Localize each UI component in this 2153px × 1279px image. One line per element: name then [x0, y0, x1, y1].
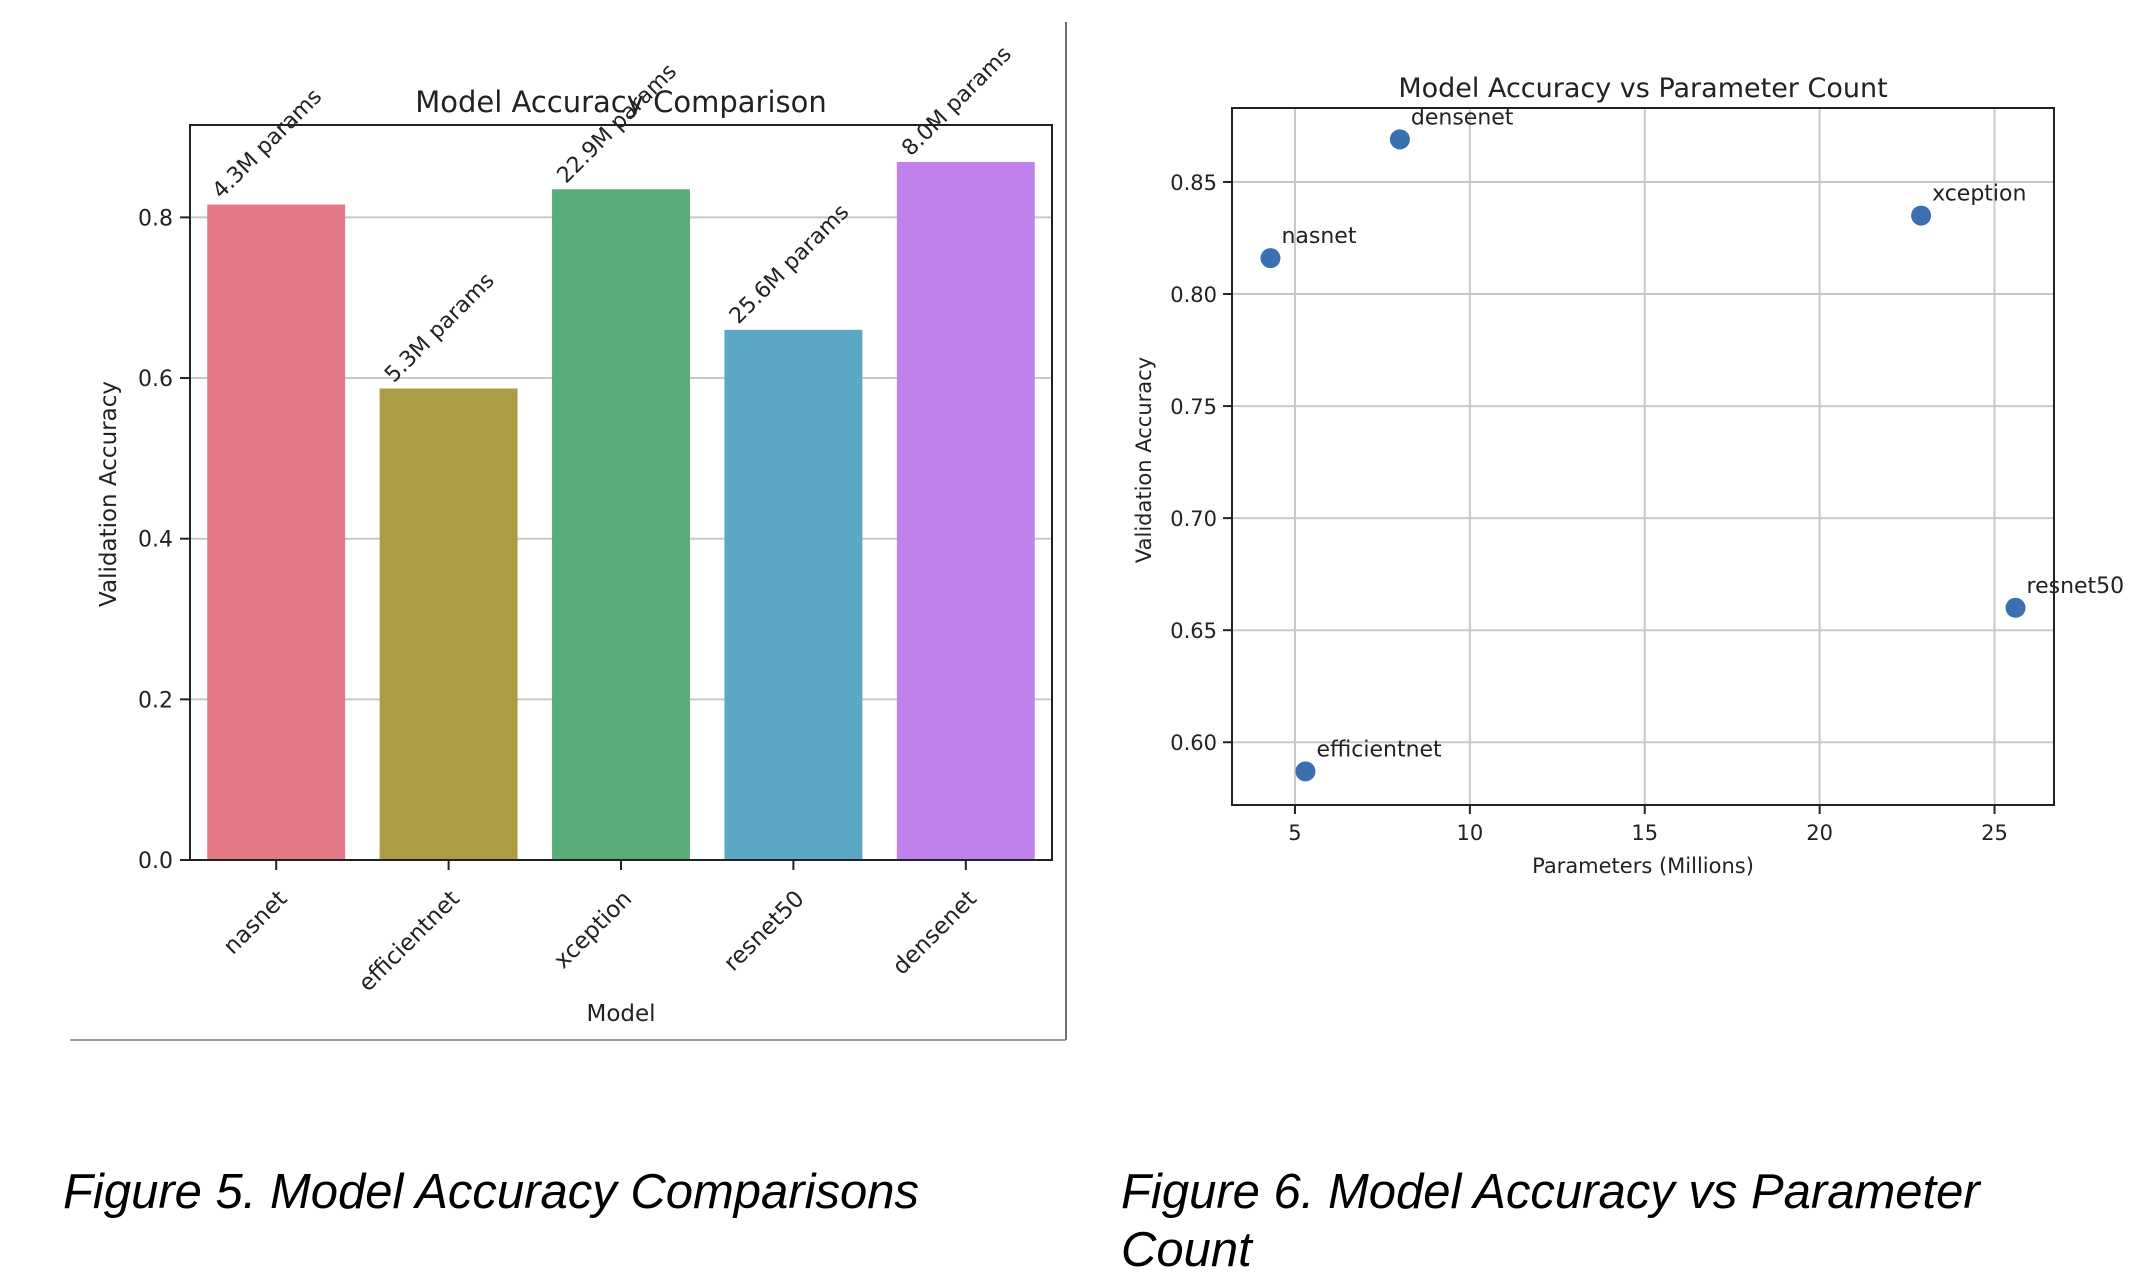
- bar-chart-title: Model Accuracy Comparison: [415, 85, 827, 119]
- bar-y-tick-label: 0.4: [138, 528, 173, 553]
- scatter-y-tick-label: 0.60: [1170, 731, 1217, 755]
- scatter-x-tick-label: 20: [1806, 821, 1833, 845]
- bar-xception: [552, 189, 690, 860]
- scatter-chart-figure-6: 0.60 0.65 0.70 0.75 0.80 0.85 5 10 15 20 25 nasne…: [1132, 73, 2125, 878]
- scatter-point-label-resnet50: resnet50: [2027, 574, 2125, 599]
- figure-5-caption: Figure 5. Model Accuracy Comparisons: [63, 1165, 920, 1219]
- scatter-point-nasnet: [1260, 248, 1281, 269]
- scatter-y-tick-label: 0.80: [1170, 283, 1217, 307]
- scatter-point-efficientnet: [1295, 761, 1316, 782]
- scatter-point-label-efficientnet: efficientnet: [1316, 737, 1442, 762]
- scatter-y-tick-label: 0.75: [1170, 395, 1217, 419]
- bar-y-tick-label: 0.6: [138, 367, 173, 392]
- scatter-chart-title: Model Accuracy vs Parameter Count: [1398, 73, 1887, 104]
- scatter-x-tick-label: 5: [1288, 821, 1301, 845]
- scatter-y-tick-label: 0.70: [1170, 507, 1217, 531]
- figure-6-caption: Figure 6. Model Accuracy vs Parameter Co…: [1121, 1165, 1980, 1277]
- bar-chart-y-axis-label: Validation Accuracy: [96, 381, 122, 607]
- bar-chart-figure-5: 0.00.20.40.60.8 nasnet efficientnet xcepti…: [70, 22, 1067, 1041]
- scatter-point-label-densenet: densenet: [1411, 105, 1514, 130]
- scatter-point-xception: [1911, 205, 1932, 226]
- scatter-point-label-xception: xception: [1932, 182, 2026, 207]
- scatter-chart-y-ticks: 0.60 0.65 0.70 0.75 0.80 0.85: [1170, 171, 1232, 755]
- scatter-point-densenet: [1389, 129, 1410, 150]
- scatter-x-tick-label: 25: [1981, 821, 2008, 845]
- bar-chart-bars: [207, 161, 1035, 861]
- scatter-chart-x-ticks: 5 10 15 20 25: [1288, 805, 2008, 845]
- scatter-chart-plot-frame: [1231, 107, 2055, 806]
- scatter-point-resnet50: [2005, 597, 2026, 618]
- scatter-chart-gridlines: [1232, 108, 2054, 805]
- bar-resnet50: [724, 329, 863, 860]
- bar-y-tick-label: 0.8: [138, 206, 173, 231]
- bar-efficientnet: [379, 388, 518, 860]
- bar-densenet: [896, 161, 1035, 861]
- scatter-y-tick-label: 0.85: [1170, 171, 1217, 195]
- scatter-x-tick-label: 10: [1456, 821, 1483, 845]
- scatter-chart-x-axis-label: Parameters (Millions): [1532, 854, 1754, 878]
- scatter-chart-y-axis-label: Validation Accuracy: [1132, 357, 1156, 563]
- bar-nasnet: [207, 204, 346, 860]
- bar-chart-y-ticks: 0.0 0.2 0.4 0.6 0.8: [138, 206, 190, 874]
- scatter-point-label-nasnet: nasnet: [1281, 224, 1356, 249]
- bar-y-tick-label: 0.0: [138, 849, 173, 874]
- bar-chart-x-axis-label: Model: [586, 1001, 655, 1027]
- scatter-chart-points: nasnet efficientnet xception resnet50 densen…: [1260, 105, 2125, 782]
- scatter-x-tick-label: 15: [1631, 821, 1658, 845]
- bar-y-tick-label: 0.2: [138, 688, 173, 713]
- scatter-y-tick-label: 0.65: [1170, 619, 1217, 643]
